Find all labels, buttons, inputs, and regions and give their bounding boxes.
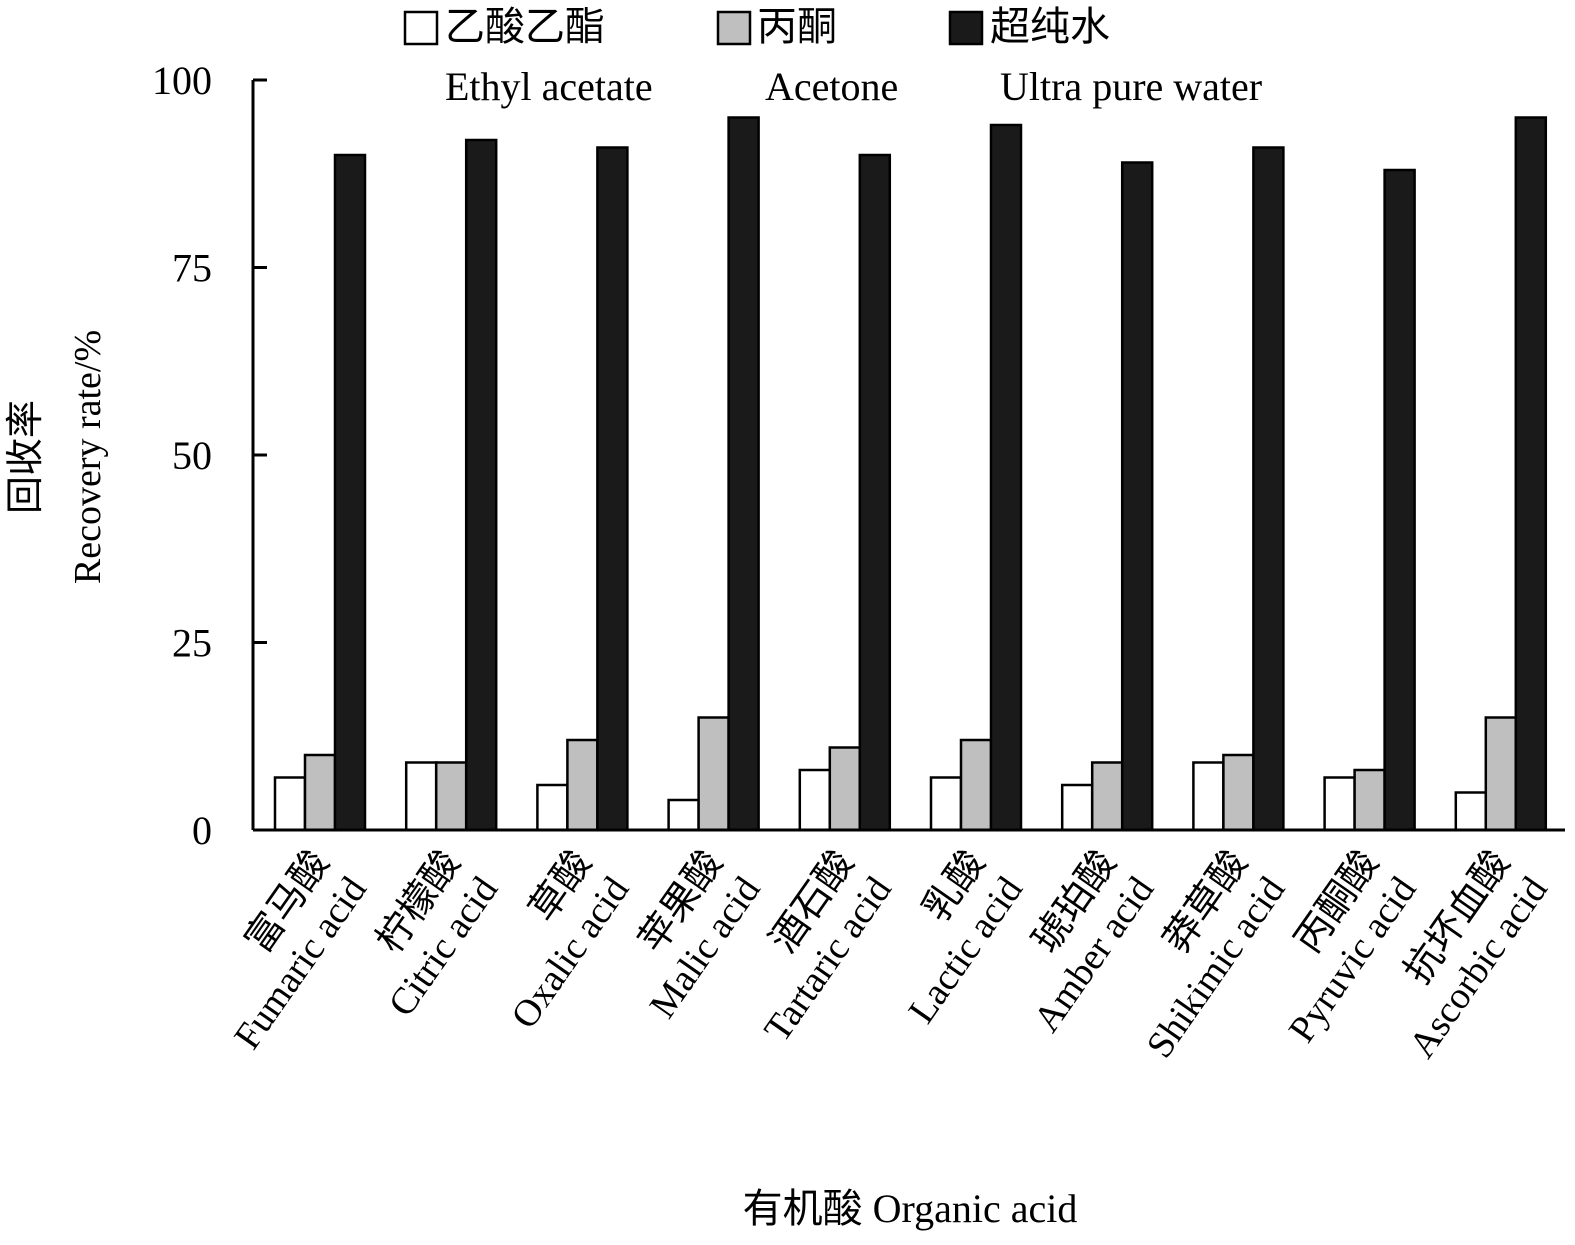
legend-label-cn: 乙酸乙酯 (445, 4, 605, 49)
y-tick-label: 25 (172, 621, 212, 666)
legend-label-en: Acetone (765, 64, 898, 109)
bar-2-9 (1353, 768, 1386, 832)
legend-label-en: Ethyl acetate (445, 64, 653, 109)
bar-2-8 (1222, 753, 1255, 832)
legend-swatch-2 (716, 10, 752, 46)
bar-1-6 (929, 776, 963, 832)
y-axis-title-cn: 回收率 (5, 400, 47, 514)
bar-3-2 (464, 138, 498, 832)
bars (273, 116, 1548, 832)
bar-1-2 (404, 761, 438, 832)
legend-swatch-3 (948, 10, 984, 46)
y-axis: 0 25 50 75 100 (152, 58, 267, 853)
bar-1-1 (273, 776, 307, 832)
bar-2-5 (828, 746, 862, 832)
bar-1-7 (1060, 783, 1094, 832)
bar-1-8 (1192, 761, 1225, 832)
bar-3-10 (1514, 116, 1548, 832)
y-axis-title: 回收率 Recovery rate/% (5, 330, 109, 584)
bar-3-1 (333, 153, 367, 832)
y-tick-label: 75 (172, 246, 212, 291)
bar-2-4 (697, 716, 730, 832)
bar-2-10 (1484, 716, 1518, 832)
legend-label-en: Ultra pure water (1000, 64, 1262, 109)
y-tick-label: 0 (192, 808, 212, 853)
bar-3-8 (1252, 146, 1285, 832)
legend: 乙酸乙酯 Ethyl acetate 丙酮 Acetone 超纯水 Ultra pure … (403, 4, 1262, 109)
bar-1-4 (667, 798, 700, 832)
bar-3-5 (858, 153, 892, 832)
bar-2-2 (434, 761, 468, 832)
bar-3-3 (596, 146, 629, 832)
bar-1-5 (798, 768, 832, 832)
bar-1-10 (1454, 791, 1488, 832)
bar-2-3 (566, 738, 599, 832)
bar-3-7 (1120, 161, 1154, 832)
legend-label-cn: 丙酮 (757, 4, 837, 49)
legend-swatch-1 (403, 10, 439, 46)
y-axis-title-en: Recovery rate/% (67, 330, 109, 584)
bar-2-1 (303, 753, 337, 832)
x-axis-title: 有机酸 Organic acid (743, 1186, 1078, 1231)
bar-1-3 (536, 783, 569, 832)
bar-3-6 (989, 123, 1023, 832)
bar-1-9 (1323, 776, 1356, 832)
bar-3-9 (1383, 168, 1416, 832)
y-tick-label: 100 (152, 58, 212, 103)
y-tick-label: 50 (172, 433, 212, 478)
legend-label-cn: 超纯水 (990, 4, 1110, 49)
bar-3-4 (727, 116, 760, 832)
bar-2-7 (1090, 761, 1124, 832)
bar-2-6 (959, 738, 993, 832)
